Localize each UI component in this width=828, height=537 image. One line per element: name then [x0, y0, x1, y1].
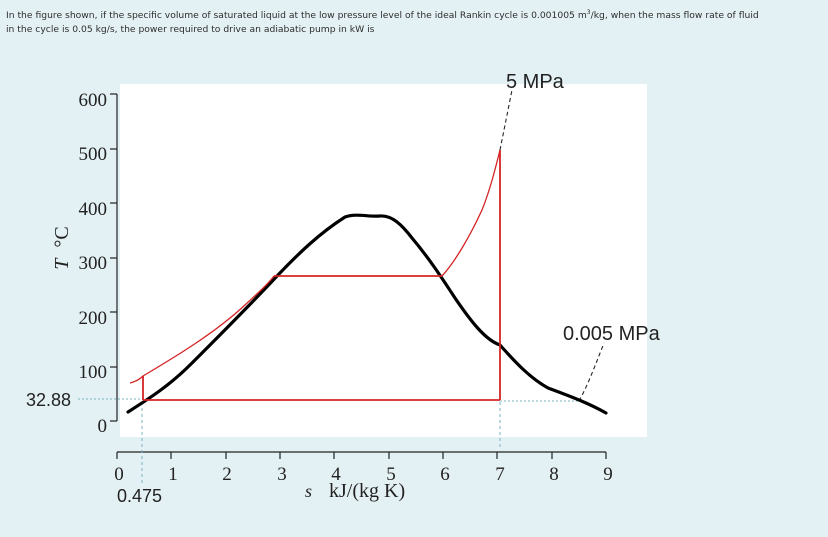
- y-tick-200: 200: [79, 308, 108, 329]
- question-line-1-start: In the figure shown, if the specific vol…: [6, 10, 587, 22]
- plot-panel: [120, 84, 647, 437]
- y-tick-0: 0: [98, 416, 108, 437]
- x-tick-6: 6: [440, 464, 450, 485]
- y-axis: [110, 93, 118, 422]
- x-axis: [116, 451, 607, 459]
- compressed-liquid-heating: [129, 275, 275, 384]
- x-tick-0: 0: [114, 464, 124, 485]
- x-tick-7: 7: [495, 464, 505, 485]
- x-tick-2: 2: [222, 464, 232, 485]
- question-line-1-end: /kg, when the mass flow rate of fluid: [590, 10, 759, 22]
- y-axis-label: T °C: [51, 226, 73, 269]
- y-tick-500: 500: [79, 144, 108, 165]
- y-label-units: °C: [51, 226, 73, 247]
- question-line-2: in the cycle is 0.05 kg/s, the power req…: [6, 24, 375, 36]
- x-tick-3: 3: [277, 464, 287, 485]
- x-tick-5: 5: [386, 464, 396, 485]
- y-label-symbol: T: [51, 257, 73, 270]
- superheat-line: [441, 149, 501, 277]
- cubic-superscript: 3: [586, 9, 591, 16]
- y-tick-400: 400: [79, 199, 108, 220]
- x-label-units: kJ/(kg K): [329, 480, 405, 502]
- x-label-symbol: s: [305, 481, 312, 501]
- x-tick-9: 9: [603, 464, 613, 485]
- rankine-cycle: [129, 149, 501, 401]
- svg-text:T °C: T °C: [51, 226, 73, 269]
- label-5mpa: 5 MPa: [506, 71, 565, 93]
- x-tick-8: 8: [549, 464, 559, 485]
- label-0005mpa: 0.005 MPa: [563, 323, 661, 345]
- y-tick-600: 600: [79, 90, 108, 111]
- x-axis-label: s kJ/(kg K): [305, 480, 405, 502]
- question-text: In the figure shown, if the specific vol…: [6, 6, 822, 37]
- guide-lines: [78, 398, 579, 486]
- x-tick-1: 1: [168, 464, 178, 485]
- saturation-dome: [126, 213, 608, 415]
- label-0-475: 0.475: [117, 486, 162, 506]
- y-tick-300: 300: [79, 253, 108, 274]
- label-32-88: 32.88: [26, 390, 71, 410]
- y-tick-100: 100: [79, 362, 108, 383]
- isobar-0005mpa-dashed: [578, 342, 605, 402]
- question-line-1: In the figure shown, if the specific vol…: [6, 6, 822, 23]
- x-tick-4: 4: [331, 464, 341, 485]
